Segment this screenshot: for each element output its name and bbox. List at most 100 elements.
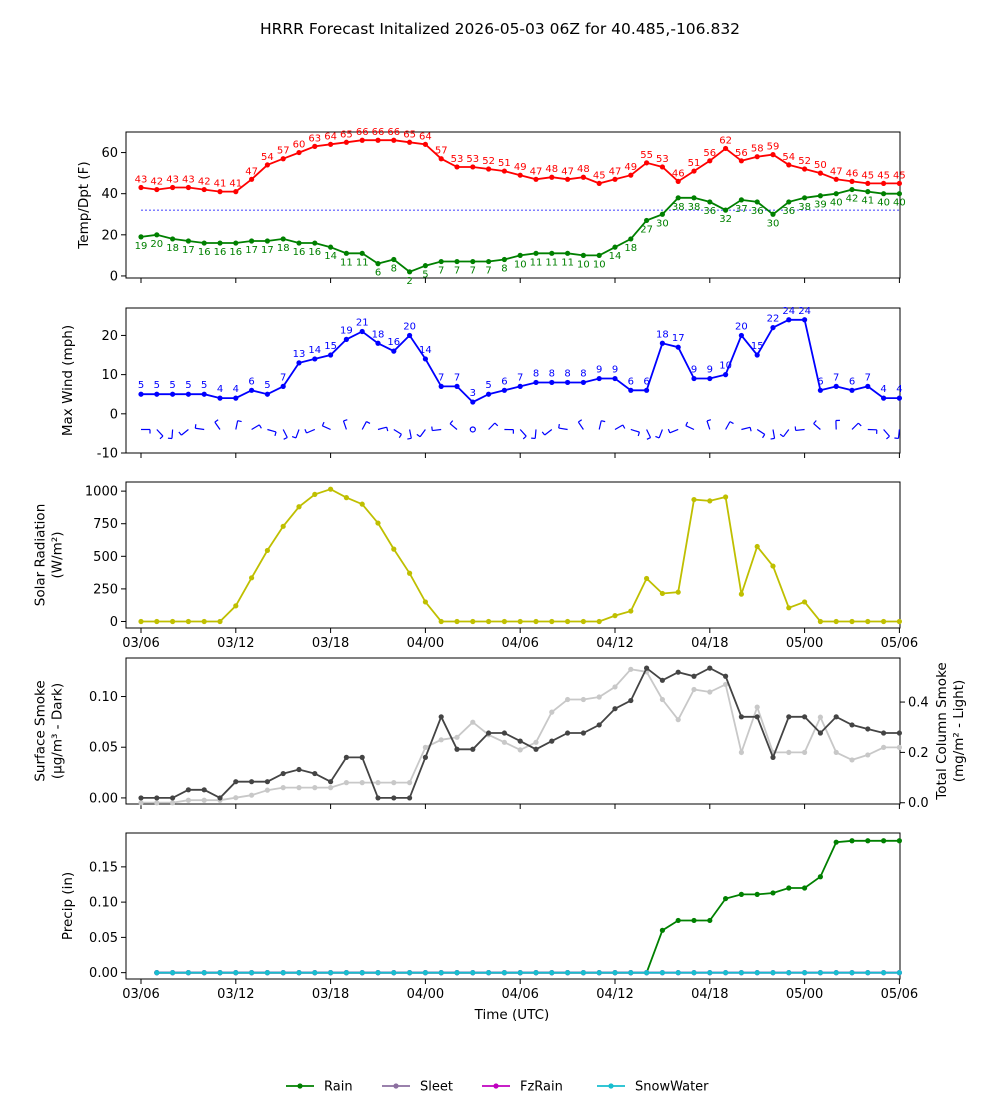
surface-smoke-point — [612, 706, 618, 712]
max-wind-data-label: 7 — [454, 372, 460, 383]
dewpoint-data-label: 32 — [719, 214, 732, 225]
dewpoint-data-label: 40 — [877, 198, 890, 209]
dewpoint-point — [343, 250, 349, 256]
temperature-point — [249, 176, 255, 182]
y-tick-label: 0 — [110, 269, 118, 284]
wind-barb — [322, 425, 331, 431]
wind-barb — [235, 420, 239, 430]
solar-radiation-point — [833, 618, 839, 625]
surface-smoke-point — [596, 722, 602, 728]
wind-barb-flag — [770, 437, 775, 440]
temperature-point — [628, 172, 634, 178]
surface-smoke-point — [659, 677, 666, 683]
max-wind-point — [596, 375, 602, 382]
max-wind-point — [849, 387, 855, 393]
temperature-point — [565, 176, 571, 182]
dewpoint-point — [549, 250, 555, 256]
wind-barb — [195, 427, 205, 431]
dewpoint-data-label: 11 — [530, 257, 543, 268]
max-wind-point — [312, 356, 318, 362]
y-axis-label-right: (mg/m² - Light) — [951, 680, 967, 783]
figure-title: HRRR Forecast Initalized 2026-05-03 06Z … — [260, 20, 740, 38]
max-wind-point — [391, 348, 397, 354]
max-wind-data-label: 9 — [596, 365, 602, 376]
precip-snowwater-point — [375, 970, 381, 976]
total-column-smoke-point — [881, 744, 887, 750]
surface-smoke-point — [707, 665, 713, 671]
precip-rain-point — [707, 917, 713, 924]
temperature-point — [328, 141, 334, 147]
surface-smoke-point — [833, 714, 839, 720]
y-tick-label: 0.00 — [89, 791, 118, 806]
dewpoint-point — [817, 193, 824, 199]
solar-radiation-point — [849, 618, 855, 625]
total-column-smoke-point — [580, 696, 587, 703]
x-tick-label: 04/00 — [407, 987, 444, 1002]
max-wind-data-label: 15 — [751, 341, 764, 352]
total-column-smoke-point — [296, 785, 302, 791]
max-wind-data-label: 24 — [798, 306, 811, 317]
max-wind-point — [580, 379, 587, 386]
wind-barb — [669, 428, 679, 434]
surface-smoke-point — [533, 746, 539, 752]
precip-snowwater-point — [770, 970, 776, 976]
wind-barb-flag — [646, 437, 651, 440]
temperature-point — [738, 158, 745, 164]
max-wind-data-label: 19 — [340, 325, 353, 336]
solar-radiation-point — [881, 618, 887, 625]
max-wind-point — [343, 336, 349, 342]
wind-barb — [772, 429, 776, 439]
precip-panel: 03/06 03/12 03/18 04/00 04/06 04/12 04/18 05/00… — [60, 832, 918, 1002]
total-column-smoke-point — [359, 780, 365, 786]
legend-marker-fzrain — [493, 1083, 499, 1089]
total-column-smoke-point — [817, 714, 824, 720]
max-wind-point — [786, 317, 792, 323]
precip-snowwater-point — [533, 970, 539, 976]
precip-snowwater-point — [817, 970, 824, 976]
solar-radiation-point — [723, 494, 729, 500]
wind-barb-flag — [214, 419, 219, 423]
precip-snowwater-point — [691, 970, 697, 976]
dewpoint-data-label: 20 — [150, 239, 163, 250]
precip-snowwater-point — [580, 970, 587, 976]
wind-barb — [756, 428, 766, 435]
temperature-data-label: 48 — [577, 164, 590, 175]
x-tick-label: 03/18 — [312, 987, 349, 1002]
wind-barb-flag — [749, 427, 752, 432]
legend-label-snowwater: SnowWater — [635, 1080, 709, 1095]
temperature-point — [233, 189, 239, 195]
total-column-smoke-point — [612, 684, 618, 690]
x-tick-label: 05/00 — [786, 987, 823, 1002]
total-column-smoke-point — [849, 757, 855, 763]
total-column-smoke-point — [391, 780, 397, 786]
dewpoint-data-label: 40 — [830, 198, 843, 209]
dewpoint-data-label: 40 — [893, 198, 906, 209]
x-axis-label: Time (UTC) — [474, 1007, 550, 1023]
wind-barb — [488, 422, 496, 430]
x-tick-label: 04/06 — [501, 636, 538, 651]
precip-rain-point — [786, 885, 792, 891]
temperature-data-label: 41 — [229, 179, 242, 190]
solar-radiation-point — [533, 618, 539, 625]
temperature-data-label: 46 — [672, 168, 685, 179]
temperature-point — [454, 164, 460, 170]
temperature-data-label: 58 — [751, 144, 764, 155]
dewpoint-data-label: 17 — [245, 245, 258, 256]
dewpoint-point — [249, 238, 255, 244]
plot-frame — [125, 131, 901, 279]
precip-snowwater-point — [881, 970, 887, 976]
solar-radiation-point — [691, 496, 697, 503]
y-tick-label: 10 — [101, 368, 118, 383]
temperature-point — [359, 137, 365, 143]
surface-smoke-point — [296, 766, 302, 773]
dewpoint-data-label: 16 — [198, 247, 211, 258]
solar-radiation-point — [154, 618, 160, 625]
solar-radiation-line — [141, 488, 900, 623]
y-tick-label: 20 — [101, 228, 118, 243]
surface-smoke-point — [154, 795, 160, 801]
precip-snowwater-point — [359, 970, 365, 976]
dewpoint-data-label: 36 — [782, 206, 795, 217]
dewpoint-data-label: 7 — [438, 266, 444, 277]
precip-snowwater-point — [154, 970, 160, 976]
surface-smoke-point — [312, 770, 318, 777]
